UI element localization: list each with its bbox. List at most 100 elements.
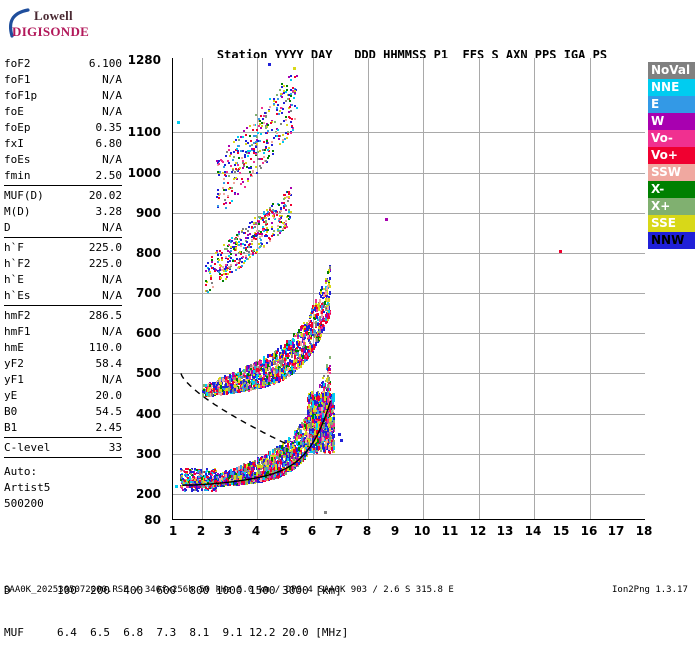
param-value: 110.0 xyxy=(89,340,122,356)
param-row: foE N/A xyxy=(4,104,122,120)
x-axis-tick xyxy=(340,519,341,520)
param-value: 3.28 xyxy=(96,204,123,220)
param-row: M(D) 3.28 xyxy=(4,204,122,220)
param-value: N/A xyxy=(102,104,122,120)
param-key: D xyxy=(4,220,11,236)
param-value: 286.5 xyxy=(89,308,122,324)
plot-area[interactable] xyxy=(172,58,645,520)
param-value: N/A xyxy=(102,152,122,168)
param-key: foEs xyxy=(4,152,31,168)
param-key: M(D) xyxy=(4,204,31,220)
param-value: 54.5 xyxy=(96,404,123,420)
param-value: N/A xyxy=(102,372,122,388)
param-row: hmF1 N/A xyxy=(4,324,122,340)
param-row: h`Es N/A xyxy=(4,288,122,304)
param-row: fmin 2.50 xyxy=(4,168,122,184)
auto-line: Auto: xyxy=(4,464,122,480)
param-key: hmF2 xyxy=(4,308,31,324)
param-value: N/A xyxy=(102,72,122,88)
param-value: N/A xyxy=(102,272,122,288)
x-axis-tick xyxy=(451,519,452,520)
param-group: hmF2 286.5 hmF1 N/A hmE 110.0 yF2 58.4 yF1 N/A yE 2… xyxy=(4,308,122,438)
param-group: C-level 33 xyxy=(4,440,122,458)
x-axis-tick xyxy=(590,519,591,520)
param-value: 33 xyxy=(109,440,122,456)
param-key: foF1p xyxy=(4,88,37,104)
param-value: 58.4 xyxy=(96,356,123,372)
lowell-digisonde-logo: Lowell DIGISONDE xyxy=(6,6,126,42)
auto-line: 500200 xyxy=(4,496,122,512)
param-key: h`Es xyxy=(4,288,31,304)
x-axis-tick xyxy=(506,519,507,520)
param-key: foF2 xyxy=(4,56,31,72)
param-row: foF1p N/A xyxy=(4,88,122,104)
param-row: yE 20.0 xyxy=(4,388,122,404)
x-axis-tick xyxy=(534,519,535,520)
param-key: h`E xyxy=(4,272,24,288)
param-row: h`E N/A xyxy=(4,272,122,288)
param-row: hmF2 286.5 xyxy=(4,308,122,324)
param-key: fmin xyxy=(4,168,31,184)
param-key: hmF1 xyxy=(4,324,31,340)
param-key: yF1 xyxy=(4,372,24,388)
param-key: foF1 xyxy=(4,72,31,88)
x-axis-tick xyxy=(202,519,203,520)
param-key: foEp xyxy=(4,120,31,136)
param-value: 2.50 xyxy=(96,168,123,184)
x-axis-tick xyxy=(257,519,258,520)
logo-digisonde-text: DIGISONDE xyxy=(12,24,89,40)
param-row: fxI 6.80 xyxy=(4,136,122,152)
x-axis-tick xyxy=(423,519,424,520)
x-axis-tick xyxy=(617,519,618,520)
param-key: h`F xyxy=(4,240,24,256)
param-value: 6.100 xyxy=(89,56,122,72)
param-row: D N/A xyxy=(4,220,122,236)
param-value: N/A xyxy=(102,88,122,104)
x-axis-tick xyxy=(562,519,563,520)
x-axis-tick xyxy=(396,519,397,520)
param-row: hmE 110.0 xyxy=(4,340,122,356)
param-value: 20.02 xyxy=(89,188,122,204)
param-row: MUF(D) 20.02 xyxy=(4,188,122,204)
x-axis-tick xyxy=(285,519,286,520)
logo-lowell-text: Lowell xyxy=(34,8,73,24)
param-key: B1 xyxy=(4,420,17,436)
param-row: foEp 0.35 xyxy=(4,120,122,136)
param-row: h`F 225.0 xyxy=(4,240,122,256)
param-key: foE xyxy=(4,104,24,120)
param-value: 2.45 xyxy=(96,420,123,436)
param-value: N/A xyxy=(102,220,122,236)
param-key: yE xyxy=(4,388,17,404)
param-key: hmE xyxy=(4,340,24,356)
param-key: C-level xyxy=(4,440,50,456)
auto-line: Artist5 xyxy=(4,480,122,496)
param-key: yF2 xyxy=(4,356,24,372)
param-row: foEs N/A xyxy=(4,152,122,168)
param-value: 0.35 xyxy=(96,120,123,136)
param-value: 6.80 xyxy=(96,136,123,152)
param-row: C-level 33 xyxy=(4,440,122,456)
param-key: fxI xyxy=(4,136,24,152)
param-value: N/A xyxy=(102,324,122,340)
x-axis-tick xyxy=(174,519,175,520)
param-row: foF2 6.100 xyxy=(4,56,122,72)
param-key: MUF(D) xyxy=(4,188,44,204)
param-row: B1 2.45 xyxy=(4,420,122,436)
param-row: foF1 N/A xyxy=(4,72,122,88)
param-group: MUF(D) 20.02 M(D) 3.28 D N/A xyxy=(4,188,122,238)
param-value: 20.0 xyxy=(96,388,123,404)
param-value: 225.0 xyxy=(89,240,122,256)
param-value: 225.0 xyxy=(89,256,122,272)
x-axis-tick xyxy=(368,519,369,520)
x-axis-tick xyxy=(229,519,230,520)
x-axis-tick xyxy=(479,519,480,520)
param-row: yF1 N/A xyxy=(4,372,122,388)
param-value: N/A xyxy=(102,288,122,304)
